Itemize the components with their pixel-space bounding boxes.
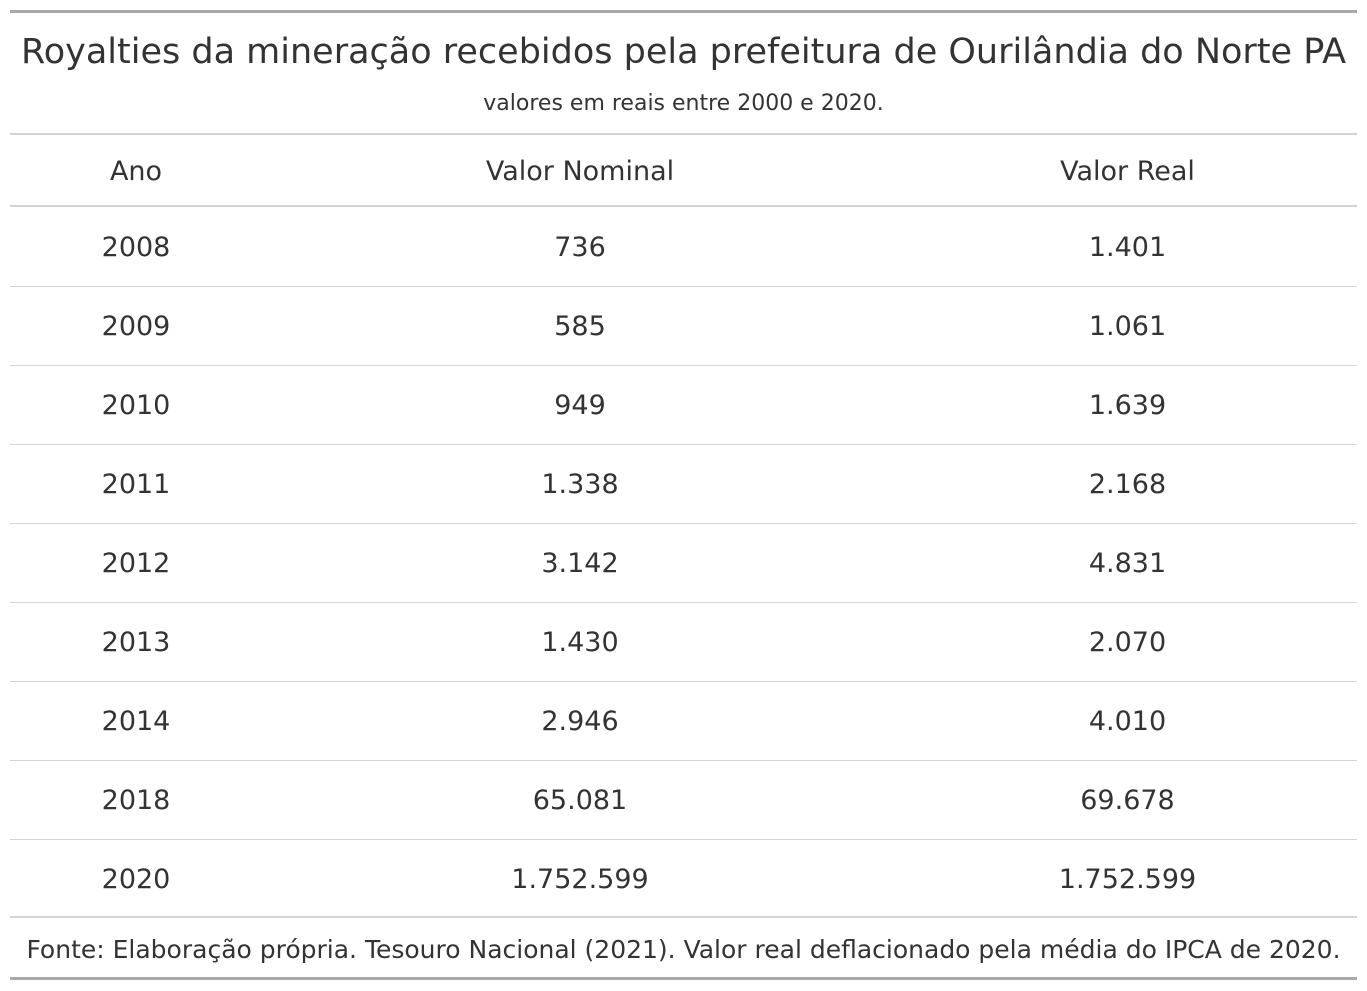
table-cell-valor-real: 2.070 bbox=[1088, 627, 1167, 658]
table-cell-valor-real: 4.831 bbox=[1088, 548, 1167, 579]
row-divider bbox=[10, 681, 1357, 682]
header-top-rule bbox=[10, 133, 1357, 135]
row-divider bbox=[10, 602, 1357, 603]
row-divider bbox=[10, 286, 1357, 287]
row-divider bbox=[10, 839, 1357, 840]
table-cell-valor-real: 4.010 bbox=[1088, 706, 1167, 737]
row-divider bbox=[10, 523, 1357, 524]
table-cell-valor-real: 1.752.599 bbox=[1058, 864, 1197, 895]
table-cell-year: 2008 bbox=[101, 232, 171, 263]
row-divider bbox=[10, 444, 1357, 445]
table-cell-year: 2011 bbox=[101, 469, 171, 500]
table-cell-valor-nominal: 585 bbox=[554, 311, 606, 342]
row-divider bbox=[10, 365, 1357, 366]
table-cell-year: 2014 bbox=[101, 706, 171, 737]
body-bottom-rule bbox=[10, 916, 1357, 918]
header-bottom-rule bbox=[10, 205, 1357, 207]
table-cell-year: 2012 bbox=[101, 548, 171, 579]
table-cell-valor-nominal: 736 bbox=[554, 232, 606, 263]
data-table: Royalties da mineração recebidos pela pr… bbox=[10, 10, 1357, 980]
row-divider bbox=[10, 760, 1357, 761]
table-cell-valor-real: 2.168 bbox=[1088, 469, 1167, 500]
table-cell-valor-real: 69.678 bbox=[1080, 785, 1175, 816]
bottom-border bbox=[10, 977, 1357, 980]
top-border bbox=[10, 10, 1357, 13]
table-cell-valor-nominal: 1.752.599 bbox=[511, 864, 649, 895]
column-header-valor-real: Valor Real bbox=[1060, 156, 1195, 187]
table-title: Royalties da mineração recebidos pela pr… bbox=[20, 32, 1347, 72]
table-cell-valor-real: 1.061 bbox=[1088, 311, 1167, 342]
column-header-ano: Ano bbox=[109, 156, 163, 187]
table-cell-valor-nominal: 949 bbox=[554, 390, 606, 421]
table-cell-valor-real: 1.401 bbox=[1088, 232, 1167, 263]
table-cell-valor-nominal: 65.081 bbox=[532, 785, 628, 816]
source-note: Fonte: Elaboração própria. Tesouro Nacio… bbox=[26, 935, 1341, 964]
table-cell-valor-nominal: 1.430 bbox=[541, 627, 619, 658]
table-cell-valor-nominal: 2.946 bbox=[541, 706, 619, 737]
table-cell-valor-nominal: 1.338 bbox=[541, 469, 619, 500]
table-cell-valor-nominal: 3.142 bbox=[541, 548, 619, 579]
table-cell-year: 2010 bbox=[101, 390, 171, 421]
table-cell-year: 2020 bbox=[101, 864, 171, 895]
table-subtitle: valores em reais entre 2000 e 2020. bbox=[483, 91, 884, 116]
table-cell-year: 2009 bbox=[101, 311, 171, 342]
column-header-valor-nominal: Valor Nominal bbox=[485, 156, 675, 187]
table-cell-year: 2018 bbox=[101, 785, 171, 816]
table-cell-valor-real: 1.639 bbox=[1088, 390, 1167, 421]
table-cell-year: 2013 bbox=[101, 627, 171, 658]
